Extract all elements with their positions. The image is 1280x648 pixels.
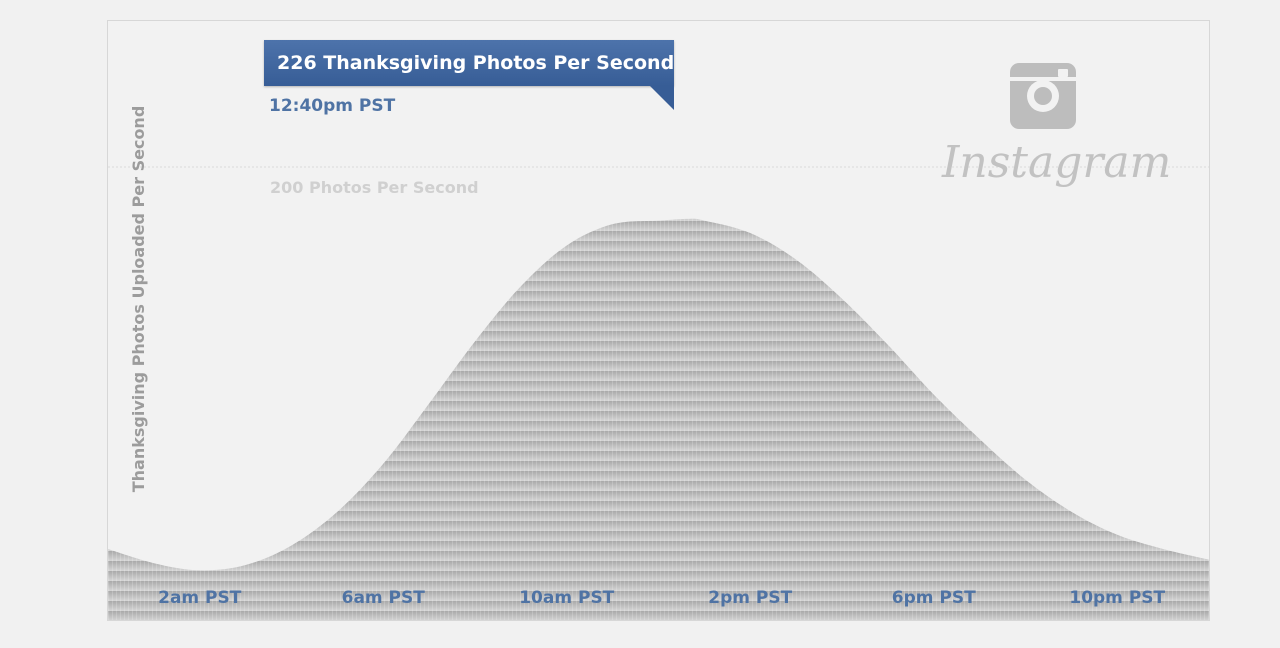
camera-icon [1010, 63, 1076, 129]
camera-strip [1010, 77, 1076, 81]
peak-callout-pointer [650, 86, 674, 110]
x-axis-ticks: 2am PST 6am PST 10am PST 2pm PST 6pm PST 10pm… [158, 588, 1165, 608]
x-tick-label: 10pm PST [1069, 588, 1165, 608]
x-tick-label: 2am PST [158, 588, 242, 608]
logo-wordmark: Instagram [942, 137, 1172, 188]
x-tick-label: 10am PST [519, 588, 614, 608]
reference-line-label: 200 Photos Per Second [270, 178, 479, 197]
peak-time-label: 12:40pm PST [269, 96, 396, 116]
chart-svg: 200 Photos Per Second 2am PST 6am PST 10am… [108, 106, 1209, 620]
camera-lens [1034, 87, 1052, 105]
x-tick-label: 6am PST [342, 588, 426, 608]
peak-callout: 226 Thanksgiving Photos Per Second [264, 40, 674, 86]
y-axis-label: Thanksgiving Photos Uploaded Per Second [129, 106, 148, 493]
x-tick-label: 2pm PST [708, 588, 792, 608]
camera-viewfinder [1058, 69, 1068, 77]
area-series [108, 218, 1209, 620]
x-tick-label: 6pm PST [892, 588, 976, 608]
